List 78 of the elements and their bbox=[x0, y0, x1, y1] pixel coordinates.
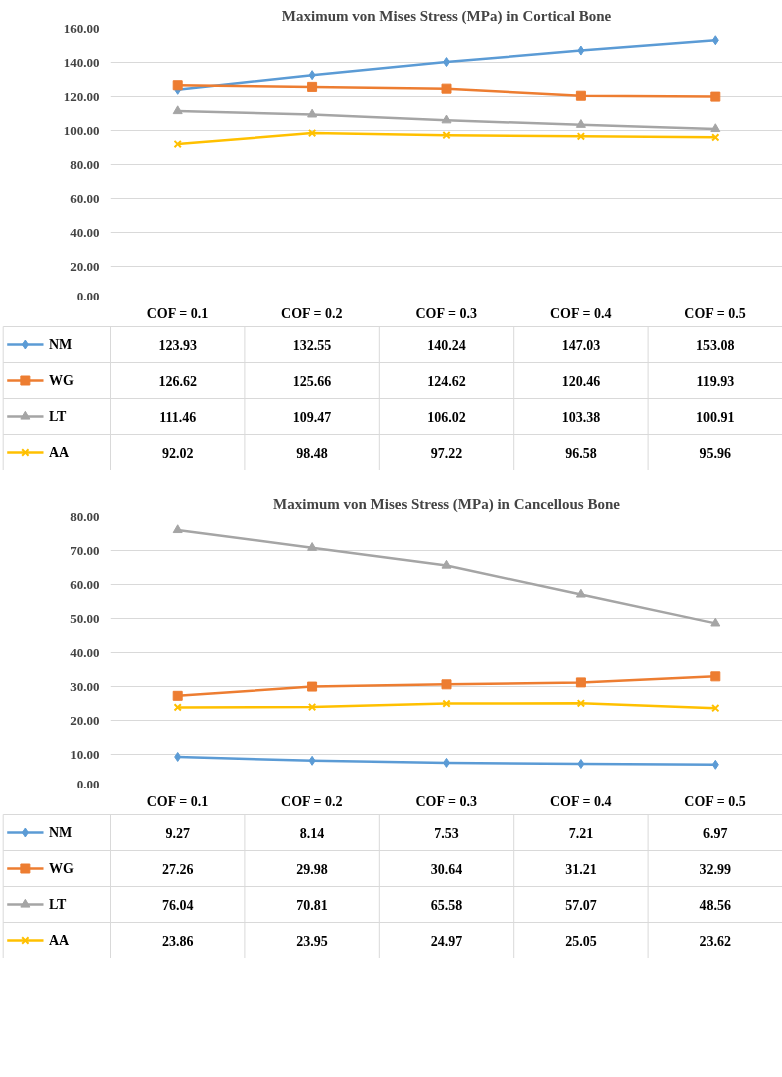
data-label: 6.97 bbox=[703, 825, 728, 841]
legend-label: WG bbox=[48, 861, 74, 876]
x-tick-label: COF = 0.2 bbox=[281, 794, 343, 809]
data-label: 27.26 bbox=[161, 861, 194, 877]
data-label: 9.27 bbox=[165, 825, 190, 841]
data-label: 7.21 bbox=[568, 825, 594, 841]
data-label: 57.07 bbox=[565, 897, 597, 913]
y-tick-label: 40.00 bbox=[70, 644, 100, 660]
legend-label: NM bbox=[48, 825, 73, 840]
y-tick-label: 50.00 bbox=[70, 610, 100, 626]
x-tick-label: COF = 0.4 bbox=[549, 306, 612, 321]
data-label: 7.53 bbox=[434, 825, 459, 841]
y-tick-label: 80.00 bbox=[70, 156, 100, 172]
data-label: 76.04 bbox=[161, 897, 194, 913]
data-label: 98.48 bbox=[296, 445, 328, 461]
data-label: 126.62 bbox=[158, 373, 197, 389]
y-tick-label: 10.00 bbox=[70, 746, 100, 762]
x-tick-label: COF = 0.3 bbox=[415, 306, 477, 321]
y-tick-label: 0.00 bbox=[76, 288, 100, 304]
data-label: 153.08 bbox=[696, 337, 735, 353]
y-tick-label: 120.00 bbox=[63, 88, 100, 104]
data-label: 100.91 bbox=[696, 409, 735, 425]
data-label: 30.64 bbox=[430, 861, 463, 877]
data-label: 24.97 bbox=[430, 933, 463, 949]
y-tick-label: 80.00 bbox=[70, 508, 100, 524]
data-label: 23.86 bbox=[161, 933, 194, 949]
data-label: 95.96 bbox=[699, 445, 732, 461]
chart-title: Maximum von Mises Stress (MPa) in Cancellous Bone bbox=[273, 495, 621, 513]
data-label: 23.95 bbox=[296, 933, 328, 949]
data-label: 109.47 bbox=[292, 409, 332, 425]
data-label: 106.02 bbox=[427, 409, 466, 425]
x-tick-label: COF = 0.2 bbox=[281, 306, 343, 321]
legend-label: AA bbox=[48, 933, 70, 948]
y-tick-label: 160.00 bbox=[63, 20, 100, 36]
legend-label: LT bbox=[48, 897, 67, 912]
data-label: 125.66 bbox=[292, 373, 332, 389]
data-label: 92.02 bbox=[161, 445, 194, 461]
legend-label: WG bbox=[48, 373, 74, 388]
y-tick-label: 30.00 bbox=[70, 678, 100, 694]
data-label: 25.05 bbox=[565, 933, 597, 949]
x-tick-label: COF = 0.5 bbox=[684, 306, 746, 321]
data-label: 70.81 bbox=[296, 897, 328, 913]
y-tick-label: 20.00 bbox=[70, 258, 100, 274]
y-tick-label: 20.00 bbox=[70, 712, 100, 728]
x-tick-label: COF = 0.3 bbox=[415, 794, 477, 809]
data-label: 103.38 bbox=[561, 409, 601, 425]
x-tick-label: COF = 0.1 bbox=[146, 794, 209, 809]
data-label: 120.46 bbox=[561, 373, 601, 389]
data-label: 32.99 bbox=[699, 861, 732, 877]
data-label: 97.22 bbox=[430, 445, 463, 461]
data-label: 23.62 bbox=[699, 933, 732, 949]
data-label: 31.21 bbox=[565, 861, 597, 877]
data-label: 29.98 bbox=[296, 861, 328, 877]
data-label: 123.93 bbox=[158, 337, 197, 353]
data-label: 65.58 bbox=[430, 897, 463, 913]
data-label: 111.46 bbox=[159, 409, 197, 425]
data-label: 119.93 bbox=[696, 373, 735, 389]
y-tick-label: 70.00 bbox=[70, 542, 100, 558]
y-tick-label: 100.00 bbox=[63, 122, 100, 138]
y-tick-label: 40.00 bbox=[70, 224, 100, 240]
legend-label: NM bbox=[48, 337, 73, 352]
data-label: 48.56 bbox=[699, 897, 732, 913]
chart-title: Maximum von Mises Stress (MPa) in Cortical Bone bbox=[281, 7, 612, 25]
y-tick-label: 60.00 bbox=[70, 190, 100, 206]
y-tick-label: 0.00 bbox=[76, 776, 100, 792]
y-tick-label: 60.00 bbox=[70, 576, 100, 592]
legend-label: AA bbox=[48, 445, 70, 460]
data-label: 132.55 bbox=[292, 337, 332, 353]
x-tick-label: COF = 0.5 bbox=[684, 794, 746, 809]
x-tick-label: COF = 0.4 bbox=[549, 794, 612, 809]
data-label: 140.24 bbox=[427, 337, 466, 353]
y-tick-label: 140.00 bbox=[63, 54, 100, 70]
x-tick-label: COF = 0.1 bbox=[146, 306, 209, 321]
data-label: 8.14 bbox=[299, 825, 325, 841]
data-label: 96.58 bbox=[565, 445, 597, 461]
data-label: 124.62 bbox=[427, 373, 466, 389]
legend-label: LT bbox=[48, 409, 67, 424]
data-label: 147.03 bbox=[561, 337, 601, 353]
